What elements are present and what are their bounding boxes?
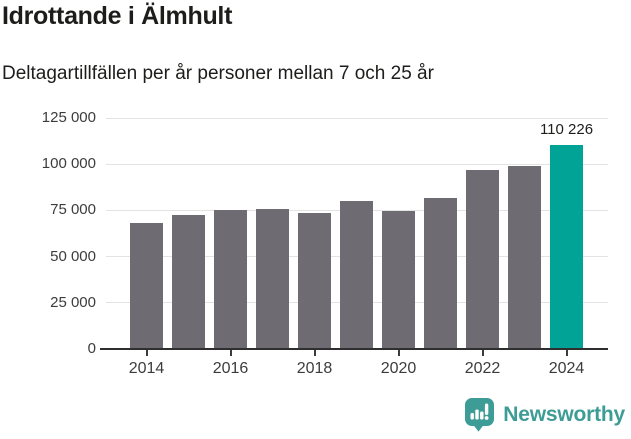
bar — [466, 169, 499, 349]
y-axis-tick-label: 25 000 — [50, 293, 96, 311]
y-axis-tick-label: 0 — [87, 340, 96, 357]
x-axis-tick-label: 2020 — [380, 360, 417, 377]
bar — [508, 166, 541, 349]
bar-highlighted — [550, 145, 583, 349]
y-axis-tick-label: 75 000 — [50, 201, 96, 219]
x-axis-tick-label: 2016 — [212, 360, 249, 377]
x-axis-tick — [313, 350, 316, 356]
x-axis-tick — [565, 350, 568, 356]
brand-name: Newsworthy — [503, 403, 625, 426]
bar — [172, 215, 205, 349]
chart-title: Idrottande i Älmhult — [2, 2, 233, 30]
y-axis-tick-label: 100 000 — [41, 155, 96, 173]
bar — [298, 213, 331, 349]
bar-chart-speech-bubble-icon — [465, 398, 495, 432]
x-axis-tick-label: 2014 — [128, 360, 165, 377]
x-axis-tick-label: 2022 — [464, 360, 501, 377]
bar — [382, 211, 415, 349]
y-axis-tick-label: 125 000 — [41, 109, 96, 126]
gridline — [106, 117, 608, 119]
newsworthy-brand: Newsworthy — [464, 397, 625, 433]
x-axis-tick — [481, 350, 484, 356]
y-axis-tick-label: 50 000 — [50, 247, 96, 265]
x-axis-tick — [229, 350, 232, 356]
bar — [130, 223, 163, 349]
x-axis-tick-label: 2024 — [548, 360, 585, 377]
x-axis-tick-label: 2018 — [296, 360, 333, 377]
gridline — [106, 163, 608, 165]
x-axis-tick — [397, 350, 400, 356]
bar — [214, 210, 247, 349]
bar — [256, 209, 289, 349]
bar — [424, 198, 457, 349]
x-axis-line — [100, 348, 608, 350]
chart-subtitle: Deltagartillfällen per år personer mella… — [2, 63, 434, 84]
x-axis-tick — [145, 350, 148, 356]
bar-value-label: 110 226 — [539, 121, 594, 139]
bar — [340, 201, 373, 349]
